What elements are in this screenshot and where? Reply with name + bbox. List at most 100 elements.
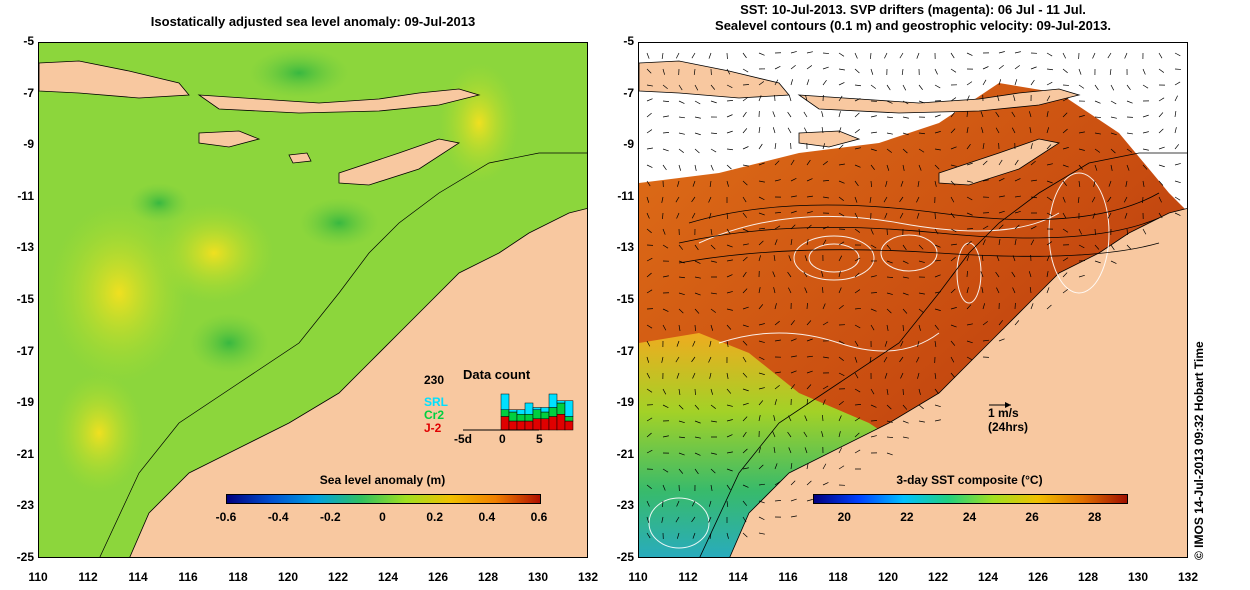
y-tick-label: -11	[617, 188, 634, 203]
velocity-arrow	[774, 481, 781, 486]
velocity-arrow	[1062, 289, 1068, 294]
velocity-arrow	[1046, 241, 1053, 246]
velocity-arrow	[1174, 52, 1181, 57]
velocity-arrow	[1094, 244, 1100, 250]
velocity-arrow	[710, 452, 717, 455]
velocity-arrow	[758, 400, 764, 406]
velocity-arrow	[838, 212, 845, 217]
velocity-arrow	[886, 276, 894, 278]
velocity-arrow	[1012, 287, 1016, 294]
colorbar-tick-label: 24	[962, 510, 977, 524]
velocity-arrow	[854, 324, 861, 329]
velocity-arrow	[966, 340, 973, 344]
data-count-bar-j2	[532, 418, 542, 431]
right-map-svg	[639, 43, 1187, 557]
velocity-arrow	[662, 324, 667, 331]
left-map-panel: Data count	[38, 42, 588, 558]
colorbar-tick-label: 20	[837, 510, 851, 524]
velocity-arrow	[646, 356, 650, 363]
velocity-arrow	[646, 129, 653, 134]
velocity-arrow	[1158, 212, 1163, 219]
velocity-arrow	[742, 340, 748, 346]
velocity-arrow	[950, 52, 955, 59]
velocity-arrow	[774, 179, 781, 182]
velocity-arrow	[758, 500, 765, 504]
velocity-arrow	[1110, 100, 1117, 105]
y-tick-label: -21	[616, 446, 634, 461]
velocity-arrow	[790, 498, 797, 502]
velocity-arrow	[726, 228, 731, 235]
velocity-arrow	[902, 100, 909, 105]
data-count-bar-j2	[556, 414, 566, 431]
velocity-arrow	[646, 324, 653, 329]
velocity-arrow	[1046, 52, 1053, 57]
y-tick-label: -15	[616, 292, 634, 306]
x-tick-label: 116	[778, 570, 798, 584]
velocity-arrow	[694, 164, 697, 171]
velocity-arrow	[677, 180, 680, 187]
velocity-arrow	[806, 195, 813, 198]
velocity-arrow	[726, 114, 733, 118]
x-tick-label: 110	[28, 570, 48, 584]
velocity-arrow	[996, 287, 1000, 294]
velocity-arrow	[677, 532, 680, 539]
velocity-arrow	[838, 82, 845, 86]
velocity-arrow	[917, 372, 920, 379]
velocity-arrow	[998, 159, 1003, 166]
velocity-arrow	[886, 404, 892, 410]
velocity-arrow	[966, 212, 973, 216]
velocity-arrow	[950, 164, 957, 167]
velocity-arrow	[790, 195, 797, 198]
velocity-arrow	[678, 84, 683, 91]
velocity-arrow	[806, 51, 813, 54]
data-count-bar-srl	[548, 393, 558, 408]
velocity-arrow	[710, 420, 717, 423]
velocity-arrow	[661, 356, 664, 363]
velocity-arrow	[950, 307, 957, 310]
velocity-arrow	[678, 468, 684, 474]
velocity-arrow	[694, 260, 701, 264]
data-count-bar-cr2	[516, 414, 526, 422]
velocity-arrow	[966, 180, 973, 183]
velocity-arrow	[838, 111, 841, 118]
velocity-arrow	[646, 212, 650, 219]
velocity-arrow	[934, 340, 937, 347]
velocity-arrow	[678, 244, 684, 250]
velocity-arrow	[1046, 111, 1049, 118]
velocity-arrow	[1174, 95, 1178, 102]
velocity-arrow	[838, 447, 843, 454]
velocity-arrow	[950, 243, 957, 246]
velocity-arrow	[1108, 180, 1112, 187]
velocity-arrow	[758, 340, 765, 343]
velocity-arrow	[678, 308, 684, 314]
velocity-arrow	[1107, 196, 1112, 203]
x-tick-label: 132	[577, 570, 599, 584]
velocity-arrow	[966, 196, 973, 201]
velocity-arrow	[918, 132, 925, 135]
right-colorbar-title: 3-day SST composite (°C)	[896, 473, 1043, 487]
right-island-sumba	[798, 130, 861, 148]
velocity-arrow	[726, 148, 733, 151]
velocity-arrow	[710, 148, 717, 153]
data-count-bar-j2	[548, 416, 558, 431]
colorbar-tick-label: -0.2	[319, 510, 341, 524]
velocity-arrow	[998, 51, 1005, 54]
velocity-arrow	[1030, 143, 1033, 150]
velocity-arrow	[822, 66, 829, 70]
velocity-arrow	[902, 292, 909, 296]
velocity-arrow	[950, 180, 956, 186]
velocity-arrow	[838, 255, 843, 262]
velocity-arrow	[886, 100, 893, 104]
velocity-arrow	[854, 289, 861, 294]
left-anomaly-yellow-1	[49, 203, 189, 383]
velocity-arrow	[1062, 52, 1067, 59]
data-count-inset: Data count	[463, 367, 574, 431]
velocity-arrow	[870, 244, 877, 249]
velocity-arrow	[902, 244, 907, 251]
velocity-arrow	[806, 370, 813, 374]
velocity-arrow	[838, 95, 843, 102]
velocity-arrow	[790, 320, 795, 326]
velocity-arrow	[694, 324, 696, 332]
velocity-arrow	[788, 255, 792, 262]
velocity-arrow	[870, 275, 877, 278]
